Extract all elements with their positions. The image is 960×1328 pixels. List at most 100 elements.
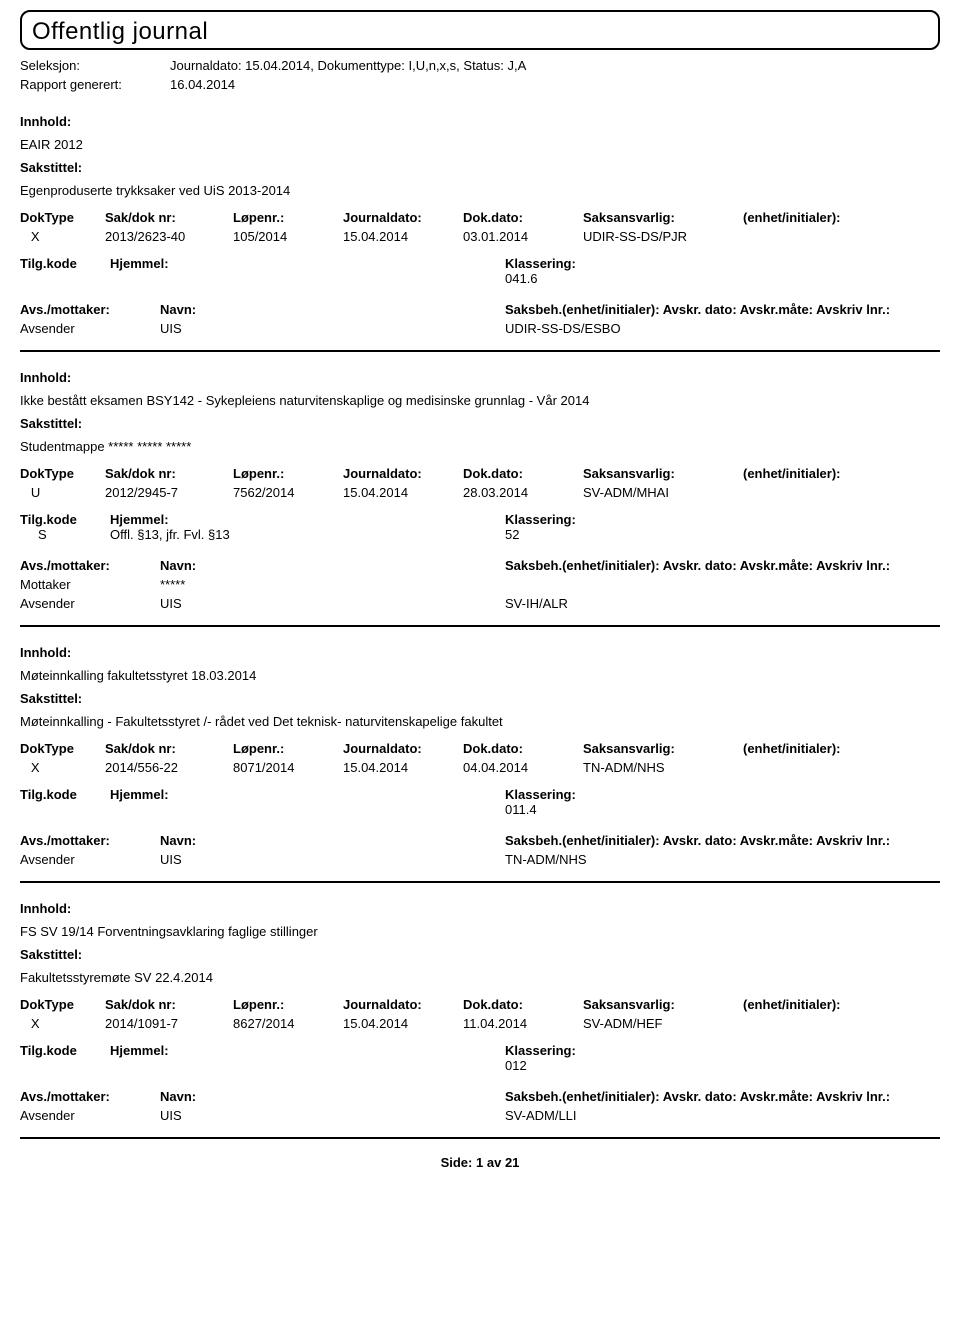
doc-data-row: X 2014/556-22 8071/2014 15.04.2014 04.04… bbox=[20, 760, 940, 775]
innhold-text: Møteinnkalling fakultetsstyret 18.03.201… bbox=[20, 668, 940, 683]
rapport-value: 16.04.2014 bbox=[170, 77, 235, 92]
doc-header-row: DokType Sak/dok nr: Løpenr.: Journaldato… bbox=[20, 741, 940, 756]
avsmot-label: Avs./mottaker: bbox=[20, 558, 160, 573]
innhold-label: Innhold: bbox=[20, 901, 940, 916]
hjemmel-data-row: 012 bbox=[20, 1058, 940, 1073]
sakstittel-text: Møteinnkalling - Fakultetsstyret /- råde… bbox=[20, 714, 940, 729]
tilgkode-value bbox=[20, 1058, 110, 1073]
sakstittel-label: Sakstittel: bbox=[20, 691, 940, 706]
footer-total: 21 bbox=[505, 1155, 519, 1170]
hjemmel-value bbox=[110, 802, 505, 817]
innhold-label: Innhold: bbox=[20, 114, 940, 129]
saksansv-label: Saksansvarlig: bbox=[583, 741, 743, 756]
journal-record: Innhold: Møteinnkalling fakultetsstyret … bbox=[20, 627, 940, 883]
klassering-label: Klassering: bbox=[505, 512, 576, 527]
jdato-value: 15.04.2014 bbox=[343, 229, 463, 244]
doc-header-row: DokType Sak/dok nr: Løpenr.: Journaldato… bbox=[20, 466, 940, 481]
sakdok-value: 2014/556-22 bbox=[105, 760, 233, 775]
enhet-label: (enhet/initialer): bbox=[743, 741, 841, 756]
party-row: Avsender UIS TN-ADM/NHS bbox=[20, 852, 940, 867]
hjemmel-label: Hjemmel: bbox=[110, 256, 505, 271]
klassering-label: Klassering: bbox=[505, 256, 576, 271]
hjemmel-header-row: Tilg.kode Hjemmel: Klassering: bbox=[20, 512, 940, 527]
sakdok-label: Sak/dok nr: bbox=[105, 741, 233, 756]
jdato-value: 15.04.2014 bbox=[343, 760, 463, 775]
lopenr-label: Løpenr.: bbox=[233, 466, 343, 481]
party-saksbeh: SV-ADM/LLI bbox=[505, 1108, 577, 1123]
tilgkode-label: Tilg.kode bbox=[20, 512, 110, 527]
party-saksbeh: SV-IH/ALR bbox=[505, 596, 568, 611]
saksansv-label: Saksansvarlig: bbox=[583, 210, 743, 225]
navn-label: Navn: bbox=[160, 302, 196, 317]
party-row: Avsender UIS UDIR-SS-DS/ESBO bbox=[20, 321, 940, 336]
doktype-value: X bbox=[20, 229, 105, 244]
hjemmel-header-row: Tilg.kode Hjemmel: Klassering: bbox=[20, 787, 940, 802]
doktype-value: X bbox=[20, 760, 105, 775]
ddato-value: 03.01.2014 bbox=[463, 229, 583, 244]
hjemmel-label: Hjemmel: bbox=[110, 1043, 505, 1058]
header-box: Offentlig journal bbox=[20, 10, 940, 50]
ddato-value: 28.03.2014 bbox=[463, 485, 583, 500]
doktype-label: DokType bbox=[20, 466, 105, 481]
tilgkode-value bbox=[20, 802, 110, 817]
avsmot-label: Avs./mottaker: bbox=[20, 302, 160, 317]
doc-data-row: X 2014/1091-7 8627/2014 15.04.2014 11.04… bbox=[20, 1016, 940, 1031]
seleksjon-value: Journaldato: 15.04.2014, Dokumenttype: I… bbox=[170, 58, 526, 73]
tilgkode-label: Tilg.kode bbox=[20, 256, 110, 271]
party-saksbeh: TN-ADM/NHS bbox=[505, 852, 587, 867]
sakdok-value: 2012/2945-7 bbox=[105, 485, 233, 500]
hjemmel-header-row: Tilg.kode Hjemmel: Klassering: bbox=[20, 1043, 940, 1058]
sakdok-value: 2013/2623-40 bbox=[105, 229, 233, 244]
mottaker-header-row: Avs./mottaker: Navn: Saksbeh.(enhet/init… bbox=[20, 302, 940, 317]
sakstittel-label: Sakstittel: bbox=[20, 416, 940, 431]
innhold-text: FS SV 19/14 Forventningsavklaring faglig… bbox=[20, 924, 940, 939]
saksbeh-label: Saksbeh.(enhet/initialer): Avskr. dato: … bbox=[505, 558, 890, 573]
klassering-value: 011.4 bbox=[505, 802, 537, 817]
doktype-value: X bbox=[20, 1016, 105, 1031]
hjemmel-value bbox=[110, 271, 505, 286]
doktype-label: DokType bbox=[20, 741, 105, 756]
saksansv-value: SV-ADM/HEF bbox=[583, 1016, 743, 1031]
klassering-value: 012 bbox=[505, 1058, 527, 1073]
saksbeh-label: Saksbeh.(enhet/initialer): Avskr. dato: … bbox=[505, 1089, 890, 1104]
sakdok-label: Sak/dok nr: bbox=[105, 466, 233, 481]
footer-av: av bbox=[487, 1155, 501, 1170]
party-role: Avsender bbox=[20, 321, 160, 336]
innhold-text: EAIR 2012 bbox=[20, 137, 940, 152]
jdato-value: 15.04.2014 bbox=[343, 1016, 463, 1031]
sakstittel-text: Egenproduserte trykksaker ved UiS 2013-2… bbox=[20, 183, 940, 198]
ddato-value: 11.04.2014 bbox=[463, 1016, 583, 1031]
innhold-label: Innhold: bbox=[20, 645, 940, 660]
saksansv-value: UDIR-SS-DS/PJR bbox=[583, 229, 743, 244]
lopenr-label: Løpenr.: bbox=[233, 210, 343, 225]
jdato-label: Journaldato: bbox=[343, 997, 463, 1012]
sakdok-value: 2014/1091-7 bbox=[105, 1016, 233, 1031]
klassering-label: Klassering: bbox=[505, 1043, 576, 1058]
footer-page: 1 bbox=[476, 1155, 483, 1170]
party-navn: ***** bbox=[160, 577, 505, 592]
party-role: Mottaker bbox=[20, 577, 160, 592]
party-navn: UIS bbox=[160, 321, 505, 336]
party-role: Avsender bbox=[20, 1108, 160, 1123]
jdato-label: Journaldato: bbox=[343, 741, 463, 756]
sakdok-label: Sak/dok nr: bbox=[105, 210, 233, 225]
enhet-label: (enhet/initialer): bbox=[743, 210, 841, 225]
seleksjon-label: Seleksjon: bbox=[20, 58, 170, 73]
ddato-label: Dok.dato: bbox=[463, 741, 583, 756]
klassering-label: Klassering: bbox=[505, 787, 576, 802]
enhet-label: (enhet/initialer): bbox=[743, 466, 841, 481]
saksansv-label: Saksansvarlig: bbox=[583, 466, 743, 481]
party-role: Avsender bbox=[20, 596, 160, 611]
tilgkode-label: Tilg.kode bbox=[20, 1043, 110, 1058]
saksbeh-label: Saksbeh.(enhet/initialer): Avskr. dato: … bbox=[505, 302, 890, 317]
records-container: Innhold: EAIR 2012 Sakstittel: Egenprodu… bbox=[20, 96, 940, 1139]
tilgkode-label: Tilg.kode bbox=[20, 787, 110, 802]
hjemmel-label: Hjemmel: bbox=[110, 512, 505, 527]
hjemmel-value: Offl. §13, jfr. Fvl. §13 bbox=[110, 527, 505, 542]
navn-label: Navn: bbox=[160, 833, 196, 848]
navn-label: Navn: bbox=[160, 558, 196, 573]
hjemmel-label: Hjemmel: bbox=[110, 787, 505, 802]
sakstittel-label: Sakstittel: bbox=[20, 160, 940, 175]
party-row: Mottaker ***** bbox=[20, 577, 940, 592]
innhold-text: Ikke bestått eksamen BSY142 - Sykepleien… bbox=[20, 393, 940, 408]
